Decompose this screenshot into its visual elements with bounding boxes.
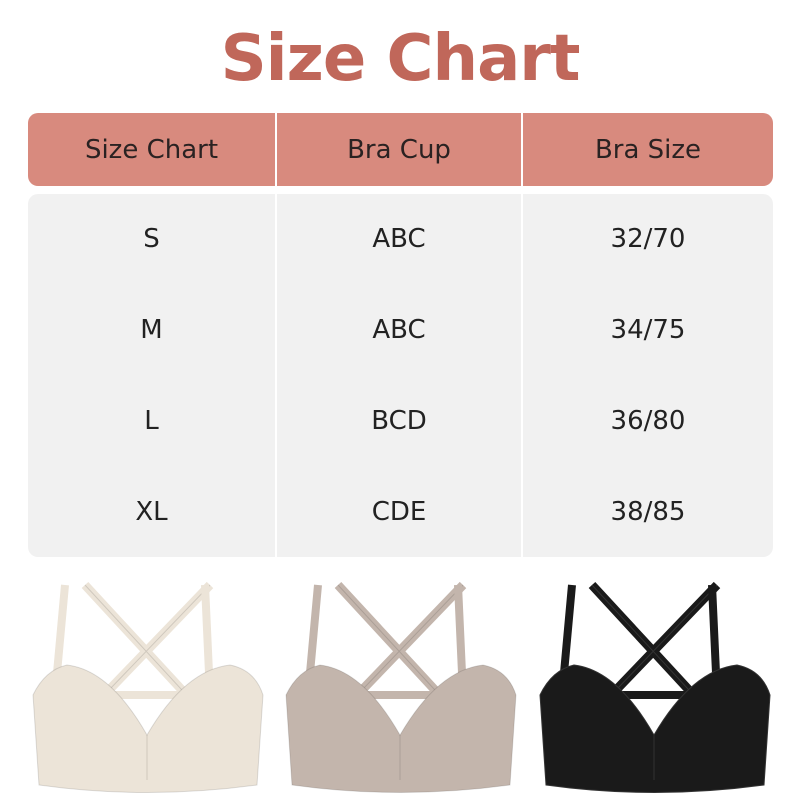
column-size: S M L XL [28, 194, 275, 557]
table-cell: 38/85 [610, 496, 686, 527]
table-body: S M L XL ABC ABC BCD CDE 32/70 34/75 36/… [28, 194, 773, 557]
column-bra-size: 32/70 34/75 36/80 38/85 [523, 194, 773, 557]
header-bra-cup: Bra Cup [277, 113, 521, 186]
taupe-bra-image [285, 581, 517, 793]
table-header: Size Chart Bra Cup Bra Size [28, 113, 773, 186]
product-images [32, 581, 771, 793]
table-cell: CDE [371, 496, 427, 527]
table-cell: 32/70 [610, 224, 686, 255]
table-cell: 36/80 [610, 405, 686, 436]
header-size-chart: Size Chart [28, 113, 275, 186]
table-cell: L [144, 405, 159, 436]
table-cell: M [140, 315, 163, 346]
column-cup: ABC ABC BCD CDE [277, 194, 521, 557]
table-cell: BCD [371, 405, 427, 436]
table-cell: S [143, 224, 160, 255]
table-cell: ABC [372, 315, 426, 346]
beige-bra-image [32, 581, 264, 793]
table-cell: ABC [372, 224, 426, 255]
black-bra-image [539, 581, 771, 793]
table-cell: XL [135, 496, 168, 527]
header-bra-size: Bra Size [523, 113, 773, 186]
page-title: Size Chart [220, 22, 581, 96]
table-cell: 34/75 [610, 315, 686, 346]
